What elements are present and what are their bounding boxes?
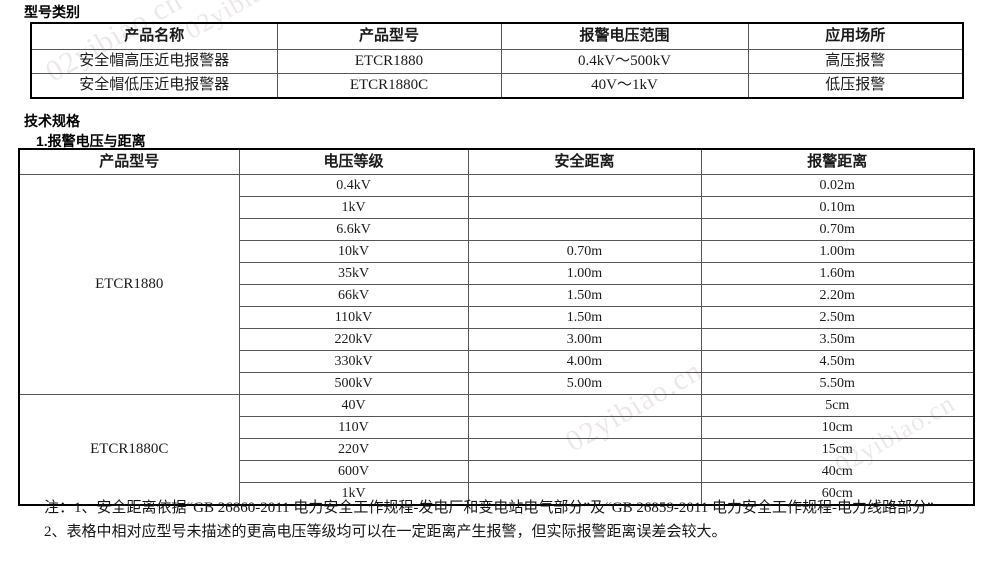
cell-voltage-level: 220V	[238, 438, 469, 461]
cell-model-group: ETCR1880C	[18, 394, 240, 506]
cell-alarm-distance: 0.70m	[700, 218, 975, 241]
alarm-voltage-distance-table: 产品型号 电压等级 安全距离 报警距离 ETCR1880 0.4kV 0.02m…	[18, 148, 975, 506]
cell-alarm-distance: 40cm	[700, 460, 975, 483]
cell-safe-distance: 4.00m	[467, 350, 702, 373]
table-header-row: 产品型号 电压等级 安全距离 报警距离	[18, 148, 975, 175]
table-row: 330kV 4.00m 4.50m	[19, 350, 975, 373]
cell-application: 低压报警	[747, 73, 964, 99]
cell-voltage-level: 110V	[238, 416, 469, 439]
cell-safe-distance: 5.00m	[467, 372, 702, 395]
table-row: ETCR1880 0.4kV 0.02m	[18, 174, 975, 395]
cell-product-name: 安全帽高压近电报警器	[30, 49, 278, 74]
table-header-row: 产品名称 产品型号 报警电压范围 应用场所	[30, 22, 964, 50]
table-row: 10kV 0.70m 1.00m	[19, 240, 975, 263]
cell-voltage-level: 1kV	[238, 482, 469, 506]
cell-safe-distance	[467, 416, 702, 439]
cell-alarm-distance: 5.50m	[700, 372, 975, 395]
spec-table-body: ETCR1880 0.4kV 0.02m 1kV 0.10m 6.6kV 0.7…	[18, 174, 975, 506]
cell-voltage-level: 500kV	[238, 372, 469, 395]
cell-alarm-distance: 2.50m	[700, 306, 975, 329]
footnote-2: 2、表格中相对应型号未描述的更高电压等级均可以在一定距离产生报警，但实际报警距离…	[44, 523, 727, 540]
footnote-1: 注：1、安全距离依据“GB 26860-2011 电力安全工作规程-发电厂和变电…	[44, 500, 934, 516]
cell-safe-distance: 1.50m	[467, 284, 702, 307]
column-header-voltage-level: 电压等级	[238, 148, 469, 175]
cell-safe-distance: 1.50m	[467, 306, 702, 329]
table-row: 6.6kV 0.70m	[19, 218, 975, 241]
cell-product-model: ETCR1880	[276, 49, 502, 74]
heading-alarm-voltage-distance: 1.报警电压与距离	[36, 133, 146, 149]
heading-tech-spec: 技术规格	[24, 113, 80, 129]
table-row: 安全帽低压近电报警器 ETCR1880C 40V～1kV 低压报警	[30, 73, 964, 99]
cell-product-model: ETCR1880C	[276, 73, 502, 99]
cell-alarm-distance: 1.00m	[700, 240, 975, 263]
cell-alarm-distance: 0.02m	[700, 174, 975, 197]
cell-alarm-distance: 0.10m	[700, 196, 975, 219]
table-row: 110V 10cm	[19, 416, 975, 439]
cell-voltage-level: 600V	[238, 460, 469, 483]
column-header-alarm-distance: 报警距离	[700, 148, 975, 175]
cell-safe-distance	[467, 196, 702, 219]
cell-voltage-level: 220kV	[238, 328, 469, 351]
cell-safe-distance: 0.70m	[467, 240, 702, 263]
cell-voltage-level: 40V	[238, 394, 469, 417]
cell-voltage-range: 40V～1kV	[500, 73, 749, 99]
column-header-product-model: 产品型号	[18, 148, 240, 175]
cell-safe-distance: 1.00m	[467, 262, 702, 285]
table-row: 600V 40cm	[19, 460, 975, 483]
cell-alarm-distance: 4.50m	[700, 350, 975, 373]
table-row: 1kV 60cm	[19, 482, 975, 506]
column-header-application: 应用场所	[747, 22, 964, 50]
cell-safe-distance	[467, 438, 702, 461]
cell-safe-distance	[467, 460, 702, 483]
cell-voltage-level: 10kV	[238, 240, 469, 263]
cell-safe-distance	[467, 394, 702, 417]
cell-alarm-distance: 1.60m	[700, 262, 975, 285]
heading-model-category: 型号类别	[24, 4, 80, 20]
cell-voltage-range: 0.4kV～500kV	[500, 49, 749, 74]
cell-alarm-distance: 60cm	[700, 482, 975, 506]
cell-alarm-distance: 2.20m	[700, 284, 975, 307]
cell-voltage-level: 330kV	[238, 350, 469, 373]
cell-voltage-level: 0.4kV	[238, 174, 469, 197]
cell-safe-distance	[467, 218, 702, 241]
table-row: 110kV 1.50m 2.50m	[19, 306, 975, 329]
cell-product-name: 安全帽低压近电报警器	[30, 73, 278, 99]
table-row: 220kV 3.00m 3.50m	[19, 328, 975, 351]
cell-model-group: ETCR1880	[18, 174, 240, 395]
cell-safe-distance: 3.00m	[467, 328, 702, 351]
table-row: ETCR1880C 40V 5cm	[18, 394, 975, 506]
footnotes: 注：1、安全距离依据“GB 26860-2011 电力安全工作规程-发电厂和变电…	[18, 498, 976, 544]
column-header-product-name: 产品名称	[30, 22, 278, 50]
cell-voltage-level: 66kV	[238, 284, 469, 307]
cell-voltage-level: 1kV	[238, 196, 469, 219]
column-header-voltage-range: 报警电压范围	[500, 22, 749, 50]
cell-voltage-level: 35kV	[238, 262, 469, 285]
cell-alarm-distance: 5cm	[700, 394, 975, 417]
cell-voltage-level: 6.6kV	[238, 218, 469, 241]
model-category-table: 产品名称 产品型号 报警电压范围 应用场所 安全帽高压近电报警器 ETCR188…	[30, 22, 964, 99]
cell-alarm-distance: 15cm	[700, 438, 975, 461]
cell-safe-distance	[467, 174, 702, 197]
cell-alarm-distance: 10cm	[700, 416, 975, 439]
table-row: 安全帽高压近电报警器 ETCR1880 0.4kV～500kV 高压报警	[30, 49, 964, 74]
cell-voltage-level: 110kV	[238, 306, 469, 329]
table-row: 1kV 0.10m	[19, 196, 975, 219]
cell-application: 高压报警	[747, 49, 964, 74]
cell-alarm-distance: 3.50m	[700, 328, 975, 351]
column-header-product-model: 产品型号	[276, 22, 502, 50]
column-header-safe-distance: 安全距离	[467, 148, 702, 175]
